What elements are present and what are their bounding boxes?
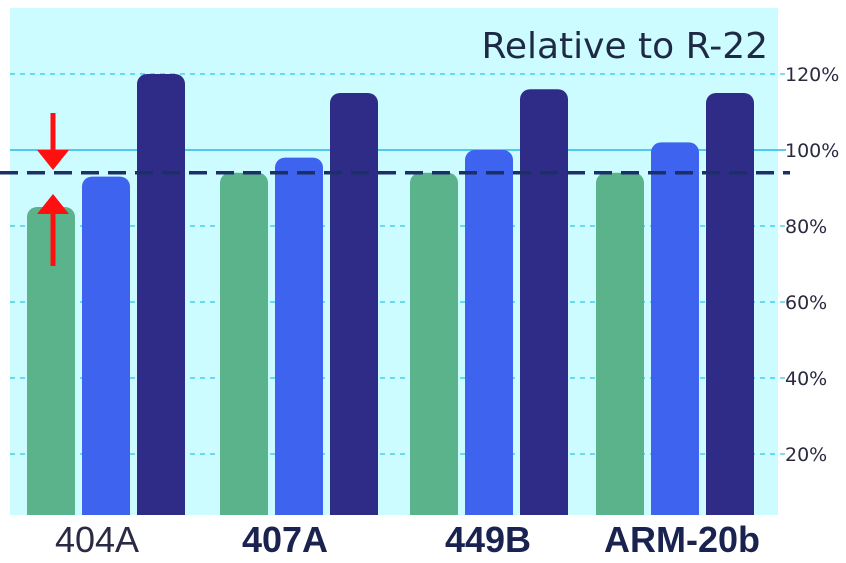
y-tick-label: 20% — [785, 444, 827, 466]
y-tick-label: 100% — [785, 140, 839, 162]
bar-407A-s1 — [220, 172, 268, 528]
bar-449B-s3 — [520, 89, 568, 527]
x-category-label: ARM-20b — [604, 519, 760, 559]
x-category-label: 407A — [242, 519, 328, 559]
y-tick-label: 60% — [785, 292, 827, 314]
y-tick-label: 120% — [785, 64, 839, 86]
bar-407A-s2 — [275, 157, 323, 527]
bar-404A-s3 — [137, 74, 185, 527]
bar-449B-s2 — [465, 150, 513, 527]
bar-449B-s1 — [410, 172, 458, 528]
bar-ARM-20b-s1 — [596, 172, 644, 528]
bars — [0, 74, 846, 559]
bar-ARM-20b-s3 — [706, 93, 754, 527]
x-category-labels: 404A 407A 449B ARM-20b — [55, 519, 760, 560]
bar-407A-s3 — [330, 93, 378, 527]
annotation-arrows — [37, 113, 69, 266]
x-category-label: 449B — [445, 519, 531, 559]
down-arrow-head — [37, 150, 69, 170]
chart-title: Relative to R-22 — [481, 26, 768, 67]
y-tick-label: 80% — [785, 216, 827, 238]
x-category-label: 404A — [55, 519, 139, 559]
bar-404A-s1 — [27, 207, 75, 527]
bar-404A-s2 — [82, 176, 130, 527]
y-tick-labels: 20% 40% 60% 80% 100% 120% — [785, 64, 839, 466]
bar-ARM-20b-s2 — [651, 142, 699, 527]
y-tick-label: 40% — [785, 368, 827, 390]
axis-mask — [0, 515, 846, 559]
up-arrow-head — [37, 194, 69, 214]
